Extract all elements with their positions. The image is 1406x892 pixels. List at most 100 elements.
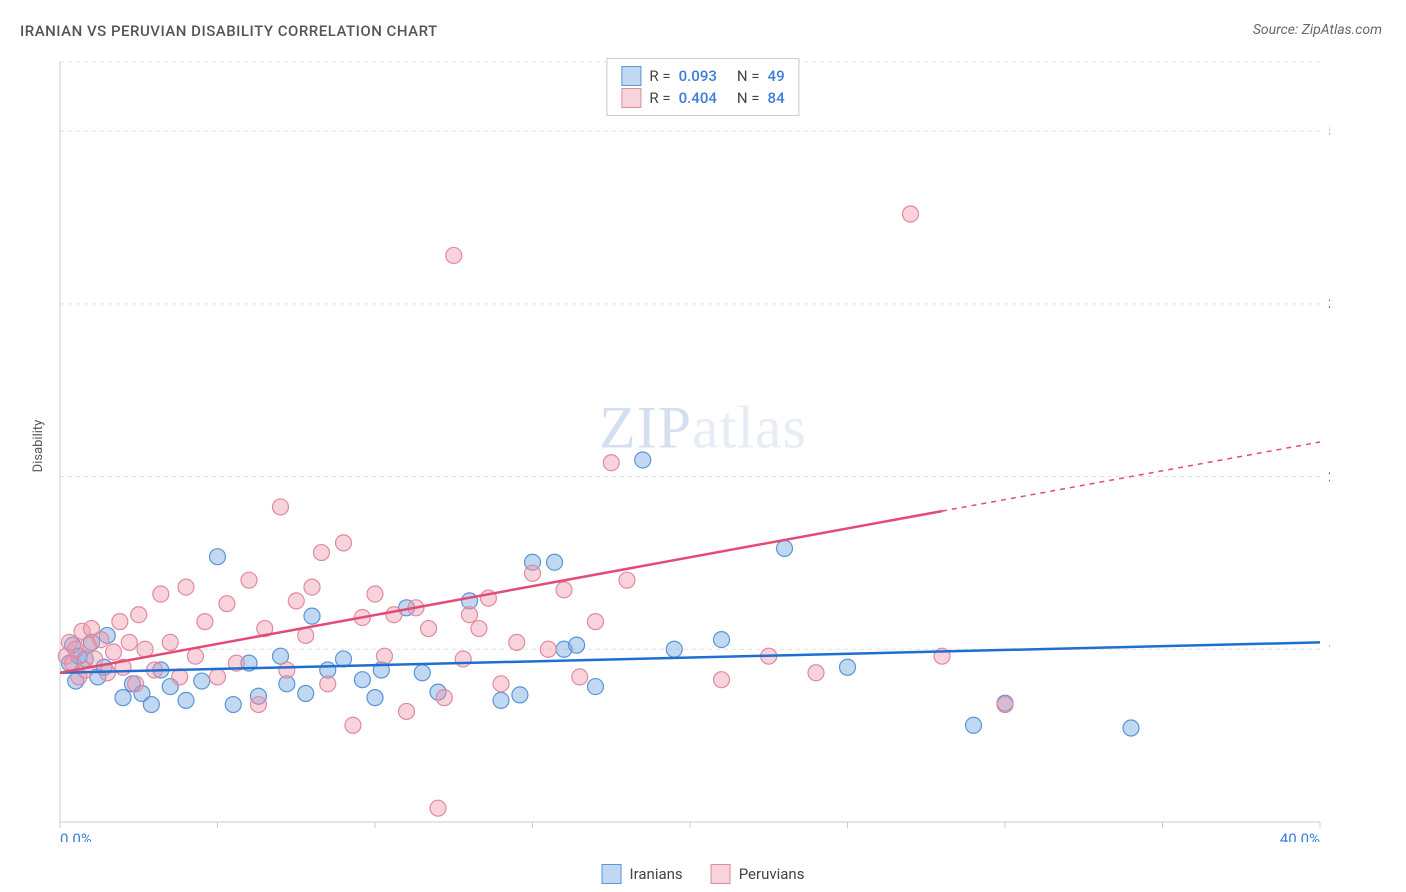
legend-n-value: 84 bbox=[768, 89, 785, 107]
data-point bbox=[462, 607, 478, 623]
chart-title: IRANIAN VS PERUVIAN DISABILITY CORRELATI… bbox=[20, 22, 438, 40]
legend-r-value: 0.093 bbox=[679, 67, 717, 85]
legend-r-value: 0.404 bbox=[679, 89, 717, 107]
data-point bbox=[250, 697, 266, 713]
data-point bbox=[128, 676, 144, 692]
data-point bbox=[121, 634, 137, 650]
data-point bbox=[666, 641, 682, 657]
legend-swatch bbox=[602, 864, 622, 884]
data-point bbox=[603, 455, 619, 471]
data-point bbox=[197, 614, 213, 630]
legend-row: R = 0.404 N = 84 bbox=[621, 88, 784, 108]
legend-row: R = 0.093 N = 49 bbox=[621, 66, 784, 86]
data-point bbox=[471, 621, 487, 637]
data-point bbox=[241, 572, 257, 588]
data-point bbox=[131, 607, 147, 623]
legend-swatch bbox=[711, 864, 731, 884]
y-axis-label: Disability bbox=[31, 420, 46, 473]
legend-item: Peruvians bbox=[711, 864, 805, 884]
data-point bbox=[414, 665, 430, 681]
chart-area: 12.5% 25.0% 37.5% 50.0% 0.0% 40.0% bbox=[50, 52, 1330, 842]
data-point bbox=[367, 690, 383, 706]
data-point bbox=[903, 206, 919, 222]
data-point bbox=[556, 582, 572, 598]
data-point bbox=[304, 579, 320, 595]
data-point bbox=[376, 648, 392, 664]
data-point bbox=[588, 679, 604, 695]
legend-item: Iranians bbox=[602, 864, 683, 884]
legend-series: Iranians Peruvians bbox=[602, 864, 805, 884]
legend-label: Iranians bbox=[630, 865, 683, 883]
data-point bbox=[178, 579, 194, 595]
data-point bbox=[399, 703, 415, 719]
y-tick-label: 25.0% bbox=[1328, 468, 1330, 486]
data-point bbox=[997, 697, 1013, 713]
data-point bbox=[455, 651, 471, 667]
x-min-label: 0.0% bbox=[60, 830, 92, 842]
data-point bbox=[187, 648, 203, 664]
data-point bbox=[112, 614, 128, 630]
legend-r-label: R = bbox=[649, 89, 670, 107]
data-point bbox=[143, 697, 159, 713]
data-point bbox=[273, 499, 289, 515]
data-point bbox=[345, 717, 361, 733]
data-point bbox=[106, 644, 122, 660]
data-point bbox=[430, 800, 446, 816]
data-point bbox=[153, 586, 169, 602]
data-point bbox=[572, 669, 588, 685]
data-point bbox=[512, 687, 528, 703]
data-point bbox=[446, 247, 462, 263]
data-point bbox=[493, 692, 509, 708]
data-point bbox=[588, 614, 604, 630]
data-point bbox=[436, 690, 452, 706]
source-label: Source: ZipAtlas.com bbox=[1253, 22, 1382, 38]
data-point bbox=[569, 637, 585, 653]
data-point bbox=[525, 565, 541, 581]
data-point bbox=[714, 672, 730, 688]
legend-correlation: R = 0.093 N = 49 R = 0.404 N = 84 bbox=[606, 58, 799, 116]
data-point bbox=[210, 549, 226, 565]
data-point bbox=[540, 641, 556, 657]
data-point bbox=[421, 621, 437, 637]
data-point bbox=[808, 665, 824, 681]
legend-n-value: 49 bbox=[768, 67, 785, 85]
data-point bbox=[966, 717, 982, 733]
data-point bbox=[313, 545, 329, 561]
data-point bbox=[288, 593, 304, 609]
data-point bbox=[386, 607, 402, 623]
data-point bbox=[354, 672, 370, 688]
data-point bbox=[777, 540, 793, 556]
chart-container: IRANIAN VS PERUVIAN DISABILITY CORRELATI… bbox=[0, 0, 1406, 892]
data-point bbox=[509, 634, 525, 650]
legend-swatch bbox=[621, 88, 641, 108]
data-point bbox=[320, 676, 336, 692]
data-point bbox=[137, 641, 153, 657]
data-point bbox=[210, 669, 226, 685]
data-point bbox=[840, 659, 856, 675]
data-point bbox=[493, 676, 509, 692]
data-point bbox=[172, 669, 188, 685]
y-tick-label: 37.5% bbox=[1328, 295, 1330, 313]
data-point bbox=[194, 673, 210, 689]
data-point bbox=[225, 697, 241, 713]
legend-n-label: N = bbox=[737, 89, 760, 107]
x-max-label: 40.0% bbox=[1280, 830, 1320, 842]
data-point bbox=[635, 452, 651, 468]
y-tick-label: 12.5% bbox=[1328, 640, 1330, 658]
data-point bbox=[298, 685, 314, 701]
data-point bbox=[1123, 720, 1139, 736]
y-tick-label: 50.0% bbox=[1328, 122, 1330, 140]
data-point bbox=[336, 535, 352, 551]
data-point bbox=[619, 572, 635, 588]
data-point bbox=[714, 632, 730, 648]
data-point bbox=[219, 596, 235, 612]
data-point bbox=[304, 608, 320, 624]
legend-n-label: N = bbox=[737, 67, 760, 85]
data-point bbox=[162, 634, 178, 650]
legend-r-label: R = bbox=[649, 67, 670, 85]
data-point bbox=[367, 586, 383, 602]
data-point bbox=[115, 690, 131, 706]
data-point bbox=[547, 554, 563, 570]
data-point bbox=[279, 662, 295, 678]
data-point bbox=[93, 632, 109, 648]
